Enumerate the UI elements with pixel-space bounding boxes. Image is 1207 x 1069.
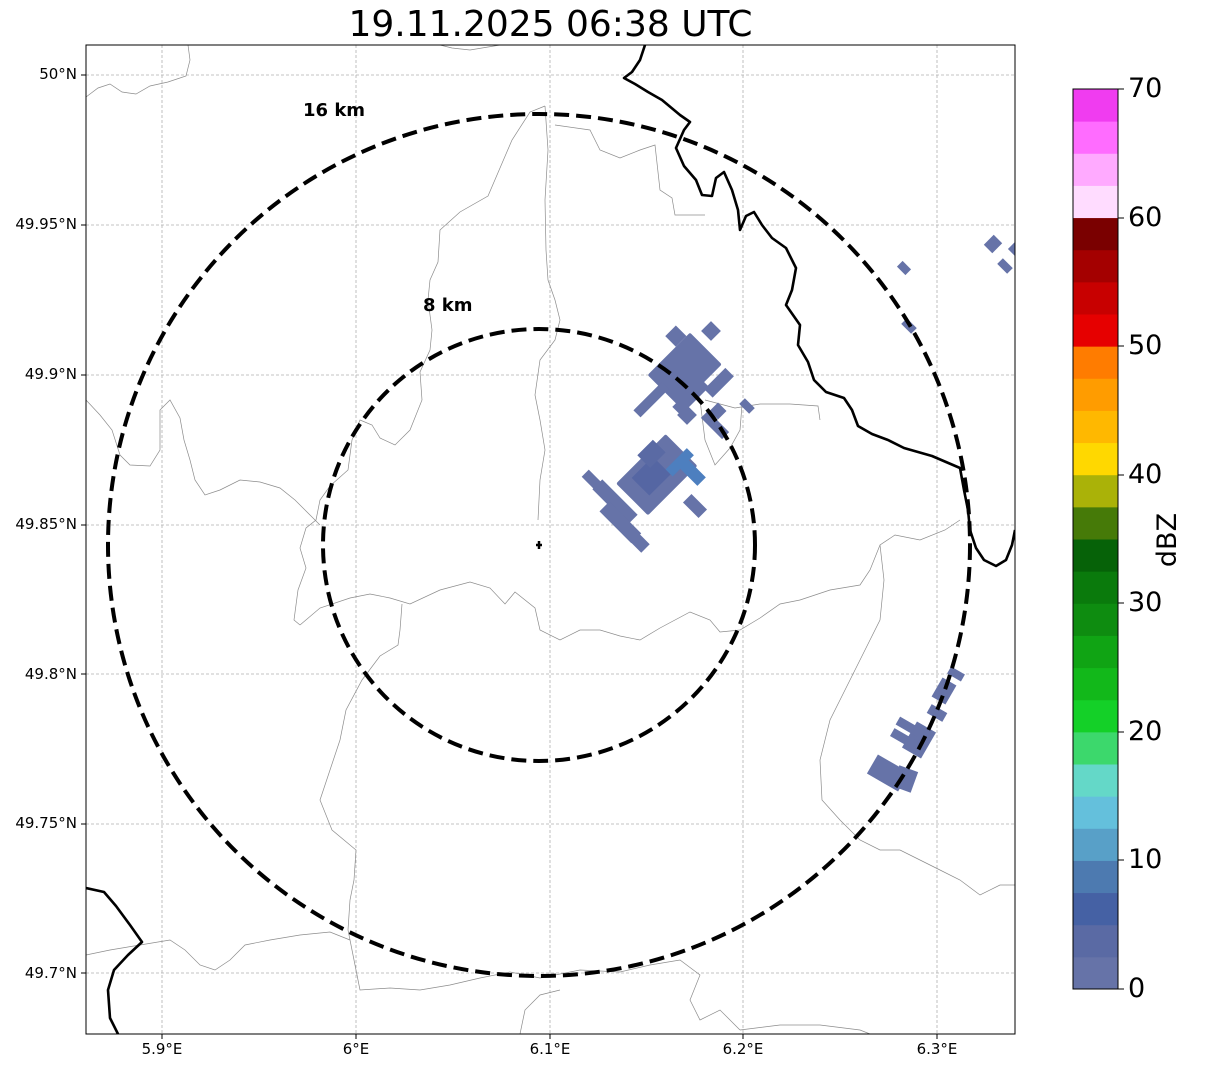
echo-cluster-north bbox=[633, 325, 734, 418]
echo-north-spot-1 bbox=[701, 321, 721, 341]
colorbar-segment bbox=[1073, 956, 1118, 990]
colorbar-segment bbox=[1073, 281, 1118, 315]
lat-label-49.85: 49.85°N bbox=[15, 515, 77, 533]
echo-center-tail-3 bbox=[624, 527, 650, 553]
colorbar-segment bbox=[1073, 314, 1118, 347]
colorbar-segment bbox=[1073, 860, 1118, 894]
border-south bbox=[539, 959, 741, 1031]
radar-center-marker bbox=[536, 541, 542, 549]
colorbar-segment bbox=[1073, 571, 1118, 604]
colorbar-segment bbox=[1073, 410, 1118, 444]
colorbar-segment bbox=[1073, 185, 1118, 219]
lat-label-50: 50°N bbox=[39, 65, 77, 83]
lon-label-6.1: 6.1°E bbox=[529, 1040, 571, 1058]
echo-north-spot-2 bbox=[739, 398, 755, 414]
border-west-1 bbox=[86, 399, 321, 526]
colorbar-segment bbox=[1073, 217, 1118, 251]
map-title: 19.11.2025 06:38 UTC bbox=[348, 4, 753, 45]
colorbar-tick-50: 50 bbox=[1128, 330, 1163, 361]
echo-cluster-southeast bbox=[866, 666, 965, 793]
colorbar-segment bbox=[1073, 474, 1118, 508]
ring-label-8km: 8 km bbox=[423, 295, 473, 316]
echo-north-spot-4 bbox=[677, 405, 697, 425]
national-border bbox=[86, 45, 1015, 1034]
colorbar-tick-0: 0 bbox=[1128, 973, 1146, 1004]
lat-label-49.9: 49.9°N bbox=[24, 365, 77, 383]
admin-borders bbox=[86, 45, 1015, 1034]
colorbar-segment bbox=[1073, 153, 1118, 186]
border-south-west bbox=[319, 603, 541, 991]
border-south-east bbox=[799, 519, 961, 601]
map-frame bbox=[85, 44, 1016, 1035]
border-north-west bbox=[86, 45, 191, 98]
colorbar-label: dBZ bbox=[1152, 512, 1183, 568]
ring-label-16km: 16 km bbox=[303, 100, 366, 121]
border-north-center bbox=[439, 45, 501, 51]
gridlines bbox=[86, 45, 1015, 1034]
colorbar bbox=[1073, 89, 1118, 990]
colorbar-segment bbox=[1073, 442, 1118, 476]
colorbar-tick-20: 20 bbox=[1128, 716, 1163, 747]
colorbar-segment bbox=[1073, 121, 1118, 154]
colorbar-segment bbox=[1073, 667, 1118, 701]
border-east-mid bbox=[699, 399, 743, 466]
echo-center-tail-1 bbox=[592, 479, 638, 525]
colorbar-segment bbox=[1073, 378, 1118, 411]
echo-center-tail-4 bbox=[581, 469, 605, 493]
lat-label-49.75: 49.75°N bbox=[15, 814, 77, 832]
colorbar-segment bbox=[1073, 764, 1118, 797]
border-river-north bbox=[293, 105, 546, 626]
echo-center-spot bbox=[682, 493, 708, 519]
range-ring-16km bbox=[106, 112, 972, 978]
echo-east-4 bbox=[1007, 241, 1015, 257]
echo-center-spot-2 bbox=[676, 456, 706, 486]
national-border-southwest bbox=[86, 886, 144, 1034]
colorbar-segment bbox=[1073, 796, 1118, 829]
border-north-east bbox=[554, 124, 705, 216]
colorbar-segment bbox=[1073, 346, 1118, 379]
lat-label-49.95: 49.95°N bbox=[15, 215, 77, 233]
colorbar-segment bbox=[1073, 699, 1118, 733]
border-central-vertical bbox=[534, 105, 561, 521]
colorbar-tick-70: 70 bbox=[1128, 73, 1163, 104]
colorbar-segment bbox=[1073, 506, 1118, 540]
lon-label-6: 6°E bbox=[342, 1040, 370, 1058]
colorbar-segment bbox=[1073, 539, 1118, 572]
colorbar-segment bbox=[1073, 828, 1118, 861]
radar-echoes bbox=[581, 234, 1015, 793]
colorbar-tick-60: 60 bbox=[1128, 202, 1163, 233]
echo-east-3 bbox=[997, 258, 1013, 274]
lat-label-49.8: 49.8°N bbox=[24, 665, 77, 683]
colorbar-ticks bbox=[1118, 88, 1124, 990]
echo-east-1 bbox=[896, 260, 912, 276]
echo-east-2 bbox=[983, 234, 1003, 254]
lon-label-6.2: 6.2°E bbox=[722, 1040, 764, 1058]
colorbar-segment bbox=[1073, 731, 1118, 765]
colorbar-segment bbox=[1073, 249, 1118, 283]
border-bottom-east bbox=[739, 1024, 871, 1034]
border-east-small bbox=[704, 399, 821, 421]
border-bottom-center bbox=[519, 989, 561, 1034]
colorbar-tick-30: 30 bbox=[1128, 587, 1163, 618]
axis-ticks bbox=[81, 74, 938, 1039]
colorbar-segment bbox=[1073, 89, 1118, 122]
colorbar-tick-10: 10 bbox=[1128, 844, 1163, 875]
colorbar-segment bbox=[1073, 635, 1118, 669]
lon-label-6.3: 6.3°E bbox=[916, 1040, 958, 1058]
national-border-east bbox=[622, 45, 1015, 568]
colorbar-segment bbox=[1073, 924, 1118, 958]
border-south-east-2 bbox=[819, 544, 1015, 896]
range-ring-8km bbox=[321, 327, 757, 763]
lat-label-49.7: 49.7°N bbox=[24, 964, 77, 982]
colorbar-frame bbox=[1072, 88, 1119, 990]
colorbar-segment bbox=[1073, 892, 1118, 926]
colorbar-segment bbox=[1073, 603, 1118, 636]
border-river-middle bbox=[299, 581, 801, 641]
lon-label-5.9: 5.9°E bbox=[141, 1040, 183, 1058]
colorbar-tick-40: 40 bbox=[1128, 459, 1163, 490]
border-south-2 bbox=[86, 931, 351, 971]
echo-cluster-center bbox=[616, 434, 697, 515]
